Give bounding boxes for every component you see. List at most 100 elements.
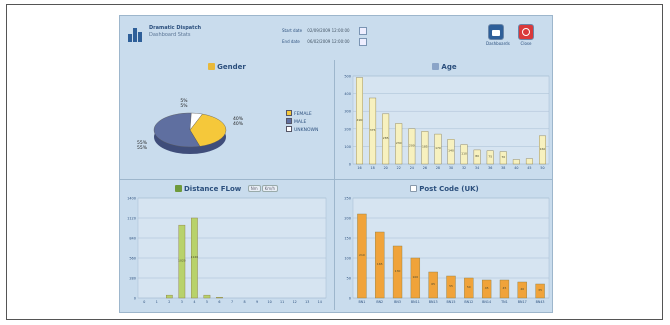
pie-slice-unknown xyxy=(189,112,203,131)
legend-item-male: MALE xyxy=(286,118,318,126)
gender-panel: Gender 40% 40% 5% 5% 55% 55% xyxy=(120,60,334,179)
legend-item-female: FEMALE xyxy=(286,110,318,118)
bar xyxy=(395,123,403,165)
postcode-title-text: Post Code (UK) xyxy=(419,185,479,193)
bar xyxy=(481,279,492,299)
x-tick-label: 28 xyxy=(436,166,440,170)
bar xyxy=(369,97,377,165)
data-label: 130 xyxy=(395,269,401,273)
x-tick-label: 0 xyxy=(143,300,145,304)
x-tick-label: BN13 xyxy=(429,300,438,304)
x-tick-label: TN1 xyxy=(500,300,508,304)
data-label: 40 xyxy=(520,287,524,291)
dashboard-window: Dramatic Dispatch Dashboard Stats Start … xyxy=(119,15,553,313)
data-label: 50 xyxy=(467,285,471,289)
bar xyxy=(517,281,527,299)
age-title: Age xyxy=(335,63,552,71)
x-tick-label: BN15 xyxy=(447,300,456,304)
x-tick-label: 2 xyxy=(168,300,170,304)
x-tick-label: 38 xyxy=(501,166,505,170)
bar xyxy=(464,277,474,299)
plot-area xyxy=(137,197,327,299)
y-tick-label: 840 xyxy=(129,237,136,241)
x-tick-label: 12 xyxy=(293,300,297,304)
x-tick-label: 18 xyxy=(370,166,374,170)
bar xyxy=(392,245,403,299)
bar xyxy=(178,224,186,299)
x-tick-label: BN12 xyxy=(464,300,473,304)
y-tick-label: 200 xyxy=(344,217,351,221)
data-label: 170 xyxy=(435,146,441,150)
y-tick-label: 1120 xyxy=(127,217,136,221)
bar xyxy=(434,133,442,165)
x-tick-label: BN3 xyxy=(394,300,401,304)
start-date-field[interactable]: 02/09/2009 12:00:00 xyxy=(307,28,350,33)
y-tick-label: 300 xyxy=(344,110,351,114)
app-subtitle: Dashboard Stats xyxy=(149,32,191,38)
data-label: 165 xyxy=(377,262,383,266)
gender-legend: FEMALE MALE UNKNOWN xyxy=(286,110,318,134)
pie-slice-female xyxy=(189,113,227,147)
distance-unit-toggle[interactable]: Nm Km/h xyxy=(247,185,279,192)
bar xyxy=(203,294,211,299)
data-label: 200 xyxy=(409,143,415,147)
data-label: 160 xyxy=(540,147,546,151)
distance-panel: Distance FLow Nm Km/h 0 280 560 840 1120 1400 0… xyxy=(120,180,334,312)
bar xyxy=(421,131,429,165)
app-title: Dramatic Dispatch xyxy=(149,25,202,31)
x-tick-label: 34 xyxy=(475,166,479,170)
x-tick-label: BN11 xyxy=(411,300,420,304)
x-tick-label: 1 xyxy=(156,300,158,304)
horizontal-divider xyxy=(120,179,552,180)
y-tick-label: 150 xyxy=(344,237,351,241)
pie-percent-label: 55% xyxy=(137,140,148,146)
x-tick-label: BN14 xyxy=(482,300,491,304)
y-tick-label: 560 xyxy=(129,257,136,261)
bar xyxy=(191,217,198,299)
data-label: 70 xyxy=(501,155,505,159)
x-tick-label: 32 xyxy=(462,166,466,170)
x-tick-label: 6 xyxy=(218,300,220,304)
header: Dramatic Dispatch Dashboard Stats Start … xyxy=(120,16,552,56)
data-label: 65 xyxy=(431,282,435,286)
x-tick-label: 4 xyxy=(193,300,195,304)
dashboards-button[interactable]: Dashboards xyxy=(486,24,510,46)
y-tick-label: 100 xyxy=(344,145,351,149)
pie-percent-label: 40% xyxy=(233,116,244,122)
x-tick-label: 13 xyxy=(305,300,309,304)
unit-option-kmh[interactable]: Km/h xyxy=(261,185,279,192)
end-date-field[interactable]: 06/02/2009 12:00:00 xyxy=(307,39,350,44)
pie-slice-male xyxy=(153,112,201,148)
y-tick-label: 250 xyxy=(344,197,351,201)
x-tick-label: 10 xyxy=(267,300,271,304)
x-tick-label: 40 xyxy=(514,166,518,170)
end-calendar-icon[interactable] xyxy=(358,38,367,46)
data-label: 230 xyxy=(396,141,402,145)
pie-percent-label: 5% xyxy=(180,103,188,109)
legend-item-unknown: UNKNOWN xyxy=(286,126,318,134)
start-date-row: Start date 02/09/2009 12:00:00 xyxy=(282,27,367,35)
x-tick-label: 26 xyxy=(423,166,427,170)
distance-title-text: Distance FLow xyxy=(183,185,242,193)
x-tick-label: BN17 xyxy=(518,300,527,304)
end-date-label: End date xyxy=(282,39,300,44)
bar xyxy=(356,77,363,165)
data-label: 45 xyxy=(485,286,489,290)
x-tick-label: 36 xyxy=(488,166,492,170)
age-bar-chart: 0 100 200 300 400 500 490 16 375 18 285 20 230 22 200 2… xyxy=(344,75,550,170)
y-tick-label: 400 xyxy=(344,92,351,96)
y-tick-label: 100 xyxy=(344,257,351,261)
vertical-divider xyxy=(334,60,335,310)
x-tick-label: BN1 xyxy=(358,300,365,304)
bar xyxy=(512,159,520,165)
x-tick-label: 22 xyxy=(397,166,401,170)
start-calendar-icon[interactable] xyxy=(358,27,367,35)
y-tick-label: 280 xyxy=(129,277,136,281)
unit-option-nm[interactable]: Nm xyxy=(247,185,261,192)
close-button[interactable]: Close xyxy=(516,24,536,46)
bar xyxy=(216,297,223,299)
power-icon xyxy=(518,24,534,40)
y-tick-label: 50 xyxy=(347,277,351,281)
bar xyxy=(375,231,385,299)
